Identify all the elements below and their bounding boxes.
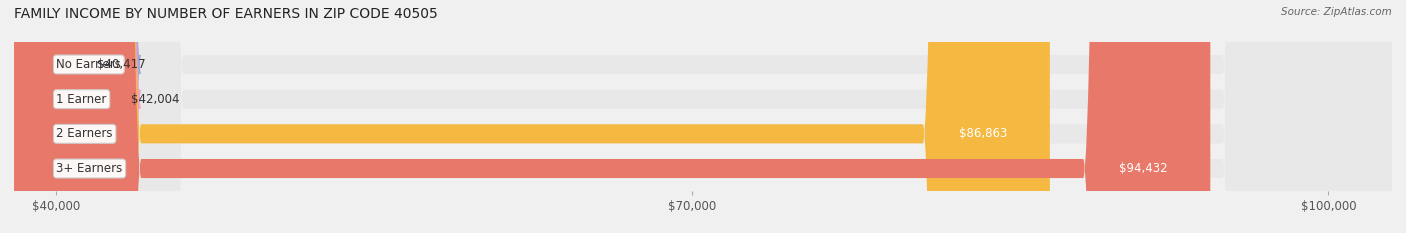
FancyBboxPatch shape bbox=[0, 0, 141, 233]
FancyBboxPatch shape bbox=[14, 0, 1392, 233]
Text: 1 Earner: 1 Earner bbox=[56, 93, 107, 106]
Text: $42,004: $42,004 bbox=[131, 93, 179, 106]
Text: 2 Earners: 2 Earners bbox=[56, 127, 112, 140]
Text: FAMILY INCOME BY NUMBER OF EARNERS IN ZIP CODE 40505: FAMILY INCOME BY NUMBER OF EARNERS IN ZI… bbox=[14, 7, 437, 21]
FancyBboxPatch shape bbox=[14, 0, 1392, 233]
FancyBboxPatch shape bbox=[14, 0, 1392, 233]
Text: 3+ Earners: 3+ Earners bbox=[56, 162, 122, 175]
Text: Source: ZipAtlas.com: Source: ZipAtlas.com bbox=[1281, 7, 1392, 17]
Text: $40,417: $40,417 bbox=[97, 58, 146, 71]
Text: $94,432: $94,432 bbox=[1119, 162, 1168, 175]
FancyBboxPatch shape bbox=[14, 0, 1211, 233]
FancyBboxPatch shape bbox=[14, 0, 1050, 233]
FancyBboxPatch shape bbox=[14, 0, 1392, 233]
FancyBboxPatch shape bbox=[0, 0, 141, 233]
Text: No Earners: No Earners bbox=[56, 58, 121, 71]
Text: $86,863: $86,863 bbox=[959, 127, 1008, 140]
